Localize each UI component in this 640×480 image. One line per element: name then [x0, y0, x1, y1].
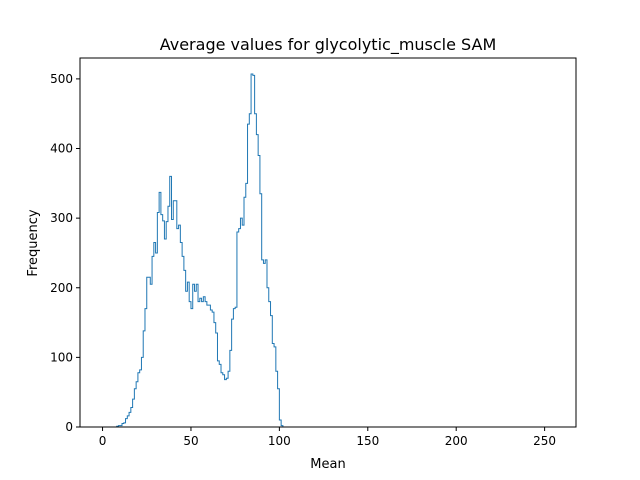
y-tick-label: 400 — [50, 142, 73, 156]
y-tick-label: 200 — [50, 281, 73, 295]
x-tick-label: 50 — [183, 434, 198, 448]
x-tick-label: 150 — [356, 434, 379, 448]
x-axis-ticks: 0 50 100 150 200 250 — [99, 427, 556, 448]
x-tick-label: 100 — [268, 434, 291, 448]
y-tick-label: 0 — [65, 420, 73, 434]
y-tick-label: 100 — [50, 350, 73, 364]
plot-frame — [79, 57, 577, 428]
chart-title: Average values for glycolytic_muscle SAM — [160, 35, 497, 55]
y-axis-label: Frequency — [26, 209, 41, 276]
y-axis-ticks: 0 100 200 300 400 500 — [50, 72, 80, 434]
x-tick-label: 200 — [445, 434, 468, 448]
x-axis-label: Mean — [310, 457, 345, 472]
x-tick-label: 0 — [99, 434, 107, 448]
y-tick-label: 300 — [50, 211, 73, 225]
x-tick-label: 250 — [533, 434, 556, 448]
y-tick-label: 500 — [50, 72, 73, 86]
